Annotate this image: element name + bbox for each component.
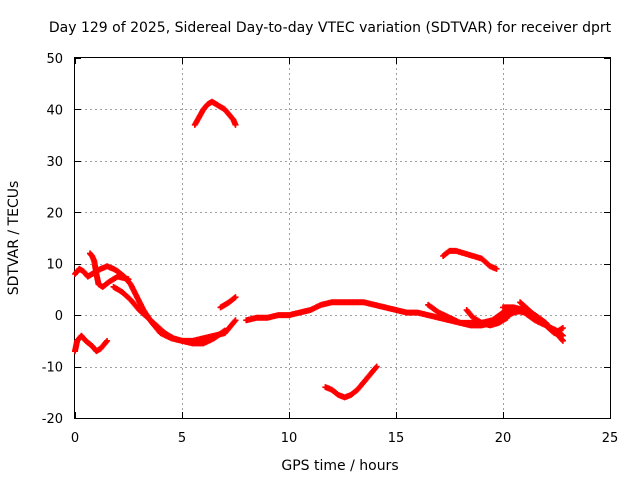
series-track-6 (217, 294, 239, 311)
y-tick-label: -20 (42, 412, 63, 427)
series-track-3 (86, 250, 132, 290)
series-track-13 (517, 299, 566, 337)
axis-ticks (75, 58, 611, 419)
data-point (559, 337, 566, 344)
chart-title: Day 129 of 2025, Sidereal Day-to-day VTE… (49, 20, 612, 36)
y-tick-label: 50 (46, 52, 63, 67)
y-tick-label: 40 (46, 103, 63, 118)
plot-frame (74, 57, 611, 419)
grid-lines (75, 58, 610, 418)
data-point (493, 265, 500, 272)
series-track-7 (243, 299, 566, 339)
series-track-11 (440, 247, 500, 272)
data-point (231, 295, 238, 301)
data-point (104, 337, 111, 344)
data-point (232, 294, 239, 301)
y-tick-label: 20 (46, 206, 63, 221)
x-tick-label: 15 (388, 431, 405, 446)
x-tick-label: 10 (281, 431, 298, 446)
y-tick-label: 30 (46, 155, 63, 170)
data-point (504, 314, 511, 321)
series-track-9 (463, 307, 511, 329)
x-tick-labels: 0 5 10 15 20 25 (71, 431, 618, 446)
data-point (373, 363, 380, 370)
y-tick-label: -10 (42, 361, 63, 376)
x-tick-label: 0 (71, 431, 79, 446)
series-track-10 (322, 363, 380, 401)
y-tick-labels: -20 -10 0 10 20 30 40 50 (42, 52, 63, 427)
data-series (72, 98, 566, 401)
data-point (231, 318, 238, 325)
series-track-5 (191, 98, 239, 128)
y-tick-label: 10 (46, 258, 63, 273)
series-track-12 (500, 304, 566, 344)
series-track-4 (110, 283, 228, 347)
data-point (559, 336, 566, 343)
x-tick-label: 5 (178, 431, 186, 446)
x-tick-label: 25 (602, 431, 619, 446)
data-point (559, 325, 566, 331)
data-point (220, 328, 227, 335)
y-axis-label: SDTVAR / TECUs (6, 181, 22, 296)
data-point (221, 327, 228, 334)
x-axis-label: GPS time / hours (281, 458, 398, 474)
x-tick-label: 20 (495, 431, 512, 446)
y-tick-label: 0 (55, 309, 63, 324)
data-point (232, 317, 239, 324)
data-point (232, 121, 239, 128)
data-point (372, 364, 379, 371)
series-track-1 (72, 332, 111, 355)
data-point (125, 276, 132, 283)
data-point (103, 338, 110, 345)
